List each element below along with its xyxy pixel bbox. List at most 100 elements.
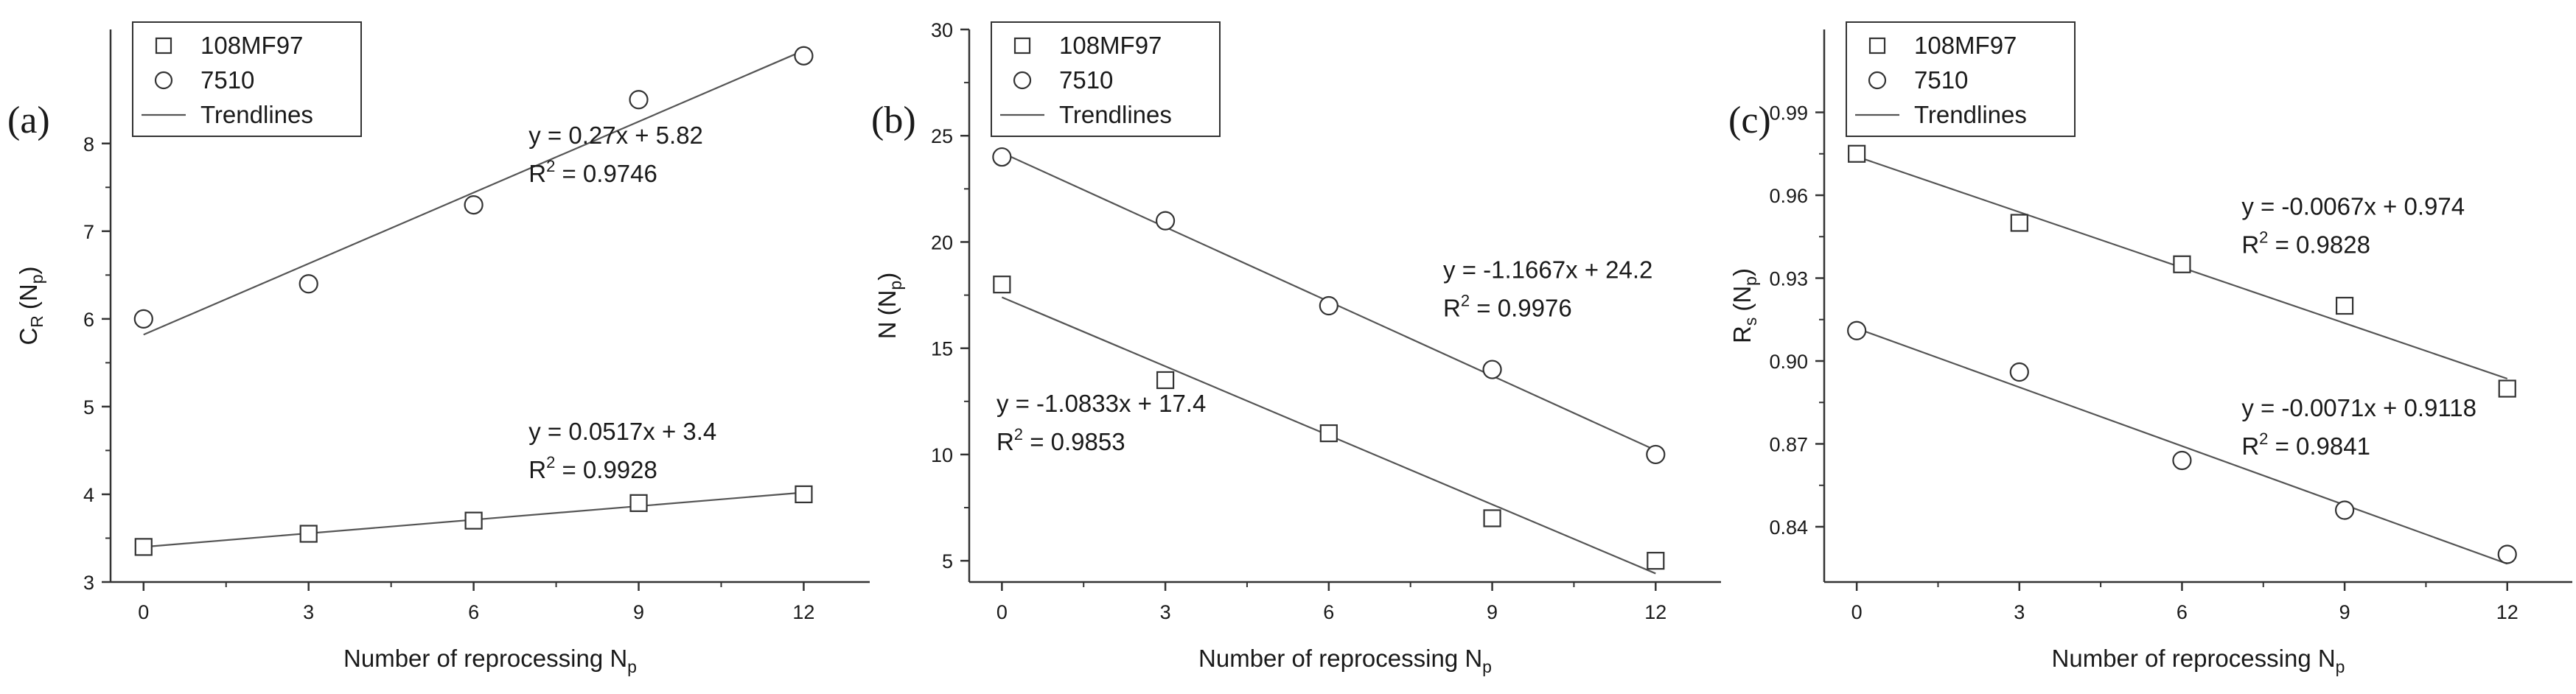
data-point-108MF97 [464, 511, 483, 530]
y-tick-label: 5 [942, 550, 953, 572]
r-squared-value: = 0.9976 [1470, 295, 1572, 322]
r-squared-exponent: 2 [2259, 228, 2268, 246]
r-squared-value: = 0.9853 [1023, 428, 1125, 455]
data-point-7510 [629, 90, 649, 110]
r-squared-value: = 0.9746 [555, 160, 657, 187]
trendline-7510 [1856, 327, 2508, 565]
panel-label: (c) [1728, 99, 1771, 141]
y-axis-label-symbol: N [873, 321, 901, 339]
r-squared-value: = 0.9841 [2268, 432, 2370, 460]
data-point-7510 [2334, 500, 2355, 520]
trendline-7510 [143, 49, 804, 336]
y-tick-label: 3 [83, 572, 94, 594]
r-squared-exponent: 2 [2259, 430, 2268, 448]
data-point-108MF97 [134, 538, 153, 556]
legend-entry-label: 108MF97 [1059, 32, 1162, 59]
data-point-108MF97 [2173, 255, 2191, 273]
x-tick-label: 9 [2339, 601, 2350, 623]
x-tick-label: 0 [138, 601, 149, 623]
x-tick-label: 12 [2496, 601, 2519, 623]
y-axis-label-symbol-sub: R [27, 315, 46, 328]
data-point-7510 [992, 147, 1012, 167]
y-axis-label-unit-sub: p [1741, 276, 1760, 286]
x-axis-label-text: Number of reprocessing N [1198, 645, 1482, 672]
x-axis-label: Number of reprocessing Np [2052, 645, 2345, 676]
data-point-108MF97 [2335, 296, 2354, 315]
y-tick-label: 0.99 [1769, 102, 1808, 125]
y-tick-label: 15 [931, 338, 953, 360]
data-point-7510 [2009, 362, 2029, 382]
r-squared-symbol: R [1443, 295, 1461, 322]
legend-square-marker [1013, 37, 1031, 55]
data-point-7510 [1155, 211, 1176, 231]
data-point-108MF97 [1647, 552, 1665, 570]
data-point-108MF97 [299, 525, 318, 543]
y-axis-label-close: ) [873, 273, 901, 281]
y-axis-label-symbol-sub: s [1741, 318, 1760, 326]
chart-panel-3: 0 3 6 9 12 0.84 0.87 0.90 0.93 0.96 0.99(c) Number … [1728, 21, 2572, 676]
y-axis-label: Rs (Np) [1728, 268, 1760, 343]
legend-entry-label: 7510 [200, 66, 254, 94]
x-axis-label: Number of reprocessing Np [343, 645, 637, 676]
x-tick-label: 9 [1487, 601, 1498, 623]
r-squared: R2 = 0.9746 [528, 157, 657, 187]
x-axis-label: Number of reprocessing Np [1198, 645, 1492, 676]
legend-circle-marker [1868, 71, 1887, 90]
data-point-7510 [2172, 450, 2192, 471]
data-point-108MF97 [1848, 144, 1866, 163]
x-tick-label: 0 [996, 601, 1008, 623]
x-axis-label-subscript: p [627, 657, 637, 676]
r-squared-symbol: R [996, 428, 1014, 455]
data-point-7510 [299, 274, 318, 294]
r-squared-exponent: 2 [546, 157, 555, 175]
x-axis-label-text: Number of reprocessing N [343, 645, 627, 672]
y-axis-label-unit-sub: p [886, 281, 905, 290]
y-tick-label: 0.96 [1769, 185, 1808, 207]
data-point-7510 [2497, 544, 2517, 564]
data-point-7510 [794, 46, 814, 66]
trend-equation: y = -1.0833x + 17.4 [996, 390, 1206, 417]
legend-circle-marker [154, 71, 173, 90]
legend: 108MF97 7510 Trendlines [132, 21, 362, 137]
y-axis-label-unit-sub: p [27, 274, 46, 284]
x-axis-label-subscript: p [1482, 657, 1492, 676]
data-point-108MF97 [993, 276, 1011, 294]
y-tick-label: 0.90 [1769, 351, 1808, 373]
y-tick-label: 4 [83, 484, 94, 506]
x-tick-label: 3 [2014, 601, 2025, 623]
data-point-108MF97 [1156, 371, 1175, 390]
y-axis-label-unit: (N [15, 284, 42, 309]
trend-equation: y = -0.0071x + 0.9118 [2241, 394, 2476, 421]
x-axis-label-text: Number of reprocessing N [2052, 645, 2336, 672]
x-tick-label: 6 [1323, 601, 1334, 623]
x-tick-label: 6 [468, 601, 479, 623]
x-axis-label-subscript: p [2336, 657, 2345, 676]
data-point-108MF97 [2498, 379, 2516, 398]
x-tick-label: 3 [1160, 601, 1171, 623]
legend-entry-label: 7510 [1914, 66, 1968, 94]
y-tick-label: 0.93 [1769, 268, 1808, 290]
x-tick-label: 12 [792, 601, 814, 623]
chart-panel-2: 0 3 6 9 12 5 10 15 20 25 30 (b) Number of reprocessi… [871, 19, 1721, 676]
legend-entry-label: 108MF97 [200, 32, 303, 59]
y-tick-label: 20 [931, 231, 953, 253]
panel-label: (b) [871, 99, 916, 141]
r-squared-exponent: 2 [1014, 425, 1023, 444]
y-axis-label-symbol: C [15, 328, 42, 346]
legend-square-marker [1868, 37, 1886, 55]
x-tick-label: 0 [1851, 601, 1863, 623]
data-point-7510 [1319, 295, 1338, 316]
legend-entry-label: Trendlines [1914, 101, 2027, 128]
legend-entry-label: Trendlines [200, 101, 313, 128]
data-point-7510 [1646, 444, 1666, 465]
r-squared-exponent: 2 [546, 453, 555, 472]
legend-entry-label: 7510 [1059, 66, 1113, 94]
y-axis-label: N (Np) [873, 273, 905, 339]
y-tick-label: 10 [931, 444, 953, 466]
y-axis-label-close: ) [15, 266, 42, 274]
y-axis-label: CR (Np) [15, 266, 46, 345]
trend-equation: y = -0.0067x + 0.974 [2241, 192, 2465, 220]
y-tick-label: 30 [931, 19, 953, 41]
